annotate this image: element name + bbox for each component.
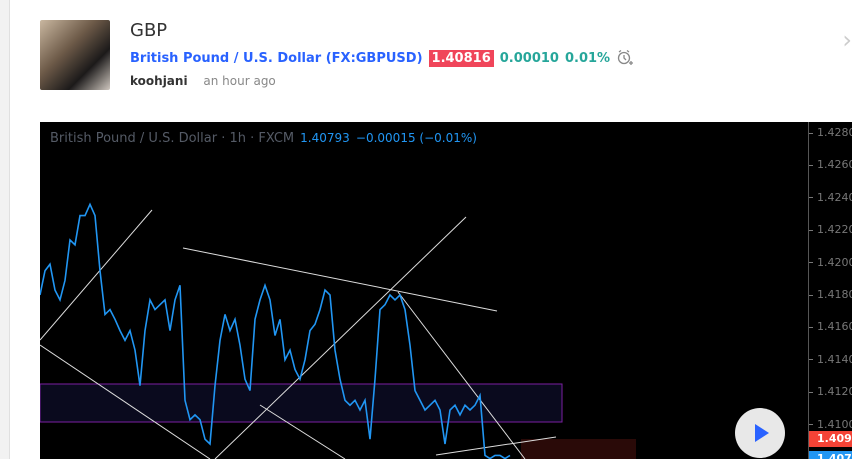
y-tick-label: 1.4100 xyxy=(809,418,852,431)
y-tick-label: 1.4120 xyxy=(809,385,852,398)
trend-line xyxy=(214,216,467,459)
purple-zone xyxy=(40,383,563,423)
price-line xyxy=(40,202,511,459)
alarm-clock-add-icon[interactable] xyxy=(616,49,634,67)
price-badge-blue: 1.4079 xyxy=(809,451,852,459)
symbol-row: British Pound / U.S. Dollar (FX:GBPUSD) … xyxy=(130,49,634,67)
meta-row: koohjani an hour ago xyxy=(130,74,276,88)
red-zone xyxy=(521,439,636,459)
change-value: 0.00010 xyxy=(499,50,559,66)
timestamp: an hour ago xyxy=(203,74,276,88)
trend-line xyxy=(182,247,498,312)
trend-line xyxy=(259,404,346,459)
y-tick-label: 1.4260 xyxy=(809,158,852,171)
y-tick-label: 1.4180 xyxy=(809,288,852,301)
y-tick-label: 1.4200 xyxy=(809,256,852,269)
legend-change: −0.00015 (−0.01%) xyxy=(355,131,477,145)
y-tick-label: 1.4220 xyxy=(809,223,852,236)
legend-title: British Pound / U.S. Dollar · 1h · FXCM xyxy=(50,131,295,146)
legend-last: 1.40793 xyxy=(300,131,350,145)
left-edge xyxy=(0,0,10,459)
author-link[interactable]: koohjani xyxy=(130,74,188,88)
chart-plot xyxy=(40,202,636,459)
symbol-link[interactable]: British Pound / U.S. Dollar (FX:GBPUSD) xyxy=(130,50,423,66)
trend-line xyxy=(397,291,526,459)
price-axis[interactable]: 1.4100 1.4120 1.4140 1.4160 1.4180 1.4200 1.42… xyxy=(808,122,852,459)
trend-line xyxy=(40,344,211,459)
price-badge-red: 1.4092 xyxy=(809,431,852,447)
change-percent: 0.01% xyxy=(564,50,611,66)
chart-legend: British Pound / U.S. Dollar · 1h · FXCM 1… xyxy=(50,131,477,146)
y-tick-label: 1.4240 xyxy=(809,191,852,204)
price-badge: 1.40816 xyxy=(428,49,494,67)
y-tick-label: 1.4140 xyxy=(809,353,852,366)
trend-line xyxy=(40,209,153,341)
chevron-right-icon[interactable]: › xyxy=(842,26,852,54)
idea-title: GBP xyxy=(130,20,168,41)
avatar[interactable] xyxy=(40,20,110,90)
y-tick-label: 1.4160 xyxy=(809,320,852,333)
y-tick-label: 1.4280 xyxy=(809,126,852,139)
chart[interactable]: British Pound / U.S. Dollar · 1h · FXCM 1… xyxy=(40,122,852,459)
trend-line xyxy=(435,436,557,456)
play-button[interactable] xyxy=(735,408,785,458)
trend-lines xyxy=(40,209,557,459)
